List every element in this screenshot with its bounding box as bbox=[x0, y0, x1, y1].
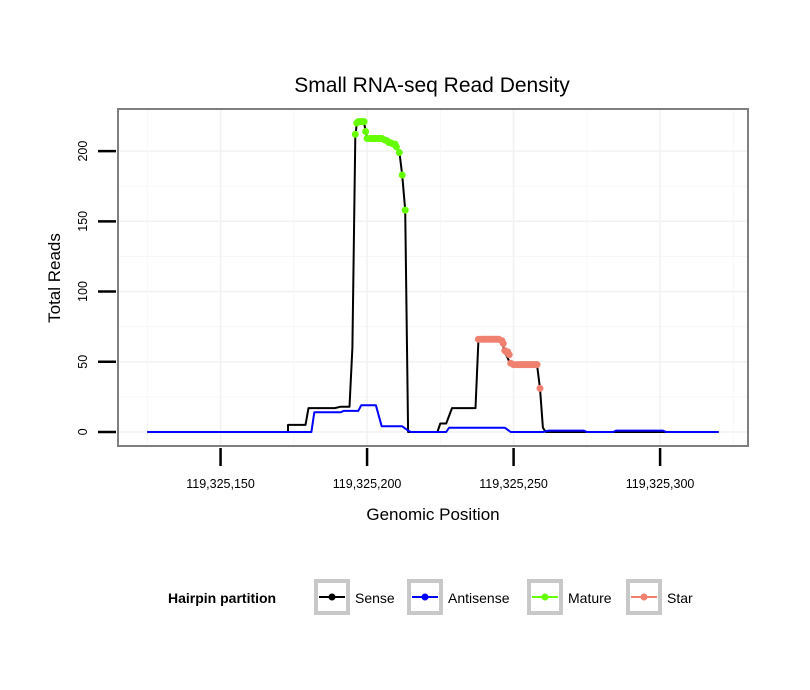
legend-key-point bbox=[640, 593, 648, 601]
gridlines bbox=[118, 109, 748, 446]
point-star bbox=[536, 384, 544, 392]
plot-background bbox=[118, 109, 748, 446]
point-mature bbox=[351, 130, 359, 138]
y-tick-label: 150 bbox=[76, 211, 90, 232]
point-star bbox=[533, 361, 541, 369]
legend-key-point bbox=[421, 593, 429, 601]
x-tick-label: 119,325,150 bbox=[186, 477, 255, 491]
legend-item-star: Star bbox=[626, 579, 693, 615]
legend-label: Sense bbox=[355, 590, 395, 606]
legend: Hairpin partition Sense Antisense Mature St… bbox=[168, 579, 693, 615]
chart-title: Small RNA-seq Read Density bbox=[294, 74, 570, 97]
legend-label: Mature bbox=[568, 590, 612, 606]
legend-item-mature: Mature bbox=[527, 579, 612, 615]
legend-item-antisense: Antisense bbox=[407, 579, 510, 615]
y-tick-label: 100 bbox=[76, 281, 90, 302]
y-tick-label: 0 bbox=[76, 428, 90, 435]
point-mature bbox=[360, 118, 368, 126]
legend-key-point bbox=[541, 593, 549, 601]
panel-border bbox=[117, 108, 749, 447]
point-star bbox=[505, 351, 513, 359]
plot-panel bbox=[118, 109, 748, 446]
point-star bbox=[499, 340, 507, 347]
series-layer bbox=[147, 118, 719, 433]
legend-item-sense: Sense bbox=[314, 579, 395, 615]
plot-frame bbox=[117, 108, 749, 447]
point-mature bbox=[362, 128, 370, 135]
legend-title: Hairpin partition bbox=[168, 590, 276, 606]
point-mature bbox=[392, 143, 400, 151]
legend-label: Antisense bbox=[448, 590, 510, 606]
series-line-antisense bbox=[147, 404, 719, 433]
x-tick-label: 119,325,200 bbox=[333, 477, 402, 491]
legend-key-point bbox=[328, 593, 336, 601]
x-axis-title: Genomic Position bbox=[366, 505, 499, 524]
x-tick-label: 119,325,250 bbox=[479, 477, 548, 491]
x-tick-label: 119,325,300 bbox=[626, 477, 695, 491]
y-axis-title: Total Reads bbox=[45, 233, 64, 323]
legend-label: Star bbox=[667, 590, 693, 606]
point-mature bbox=[401, 206, 409, 214]
point-mature bbox=[395, 149, 403, 156]
point-mature bbox=[398, 171, 406, 179]
y-tick-label: 200 bbox=[76, 141, 90, 162]
axes: 0 50 100 150 200 119,325,150 119,325,200 119,32… bbox=[76, 141, 694, 491]
y-tick-label: 50 bbox=[76, 355, 90, 369]
